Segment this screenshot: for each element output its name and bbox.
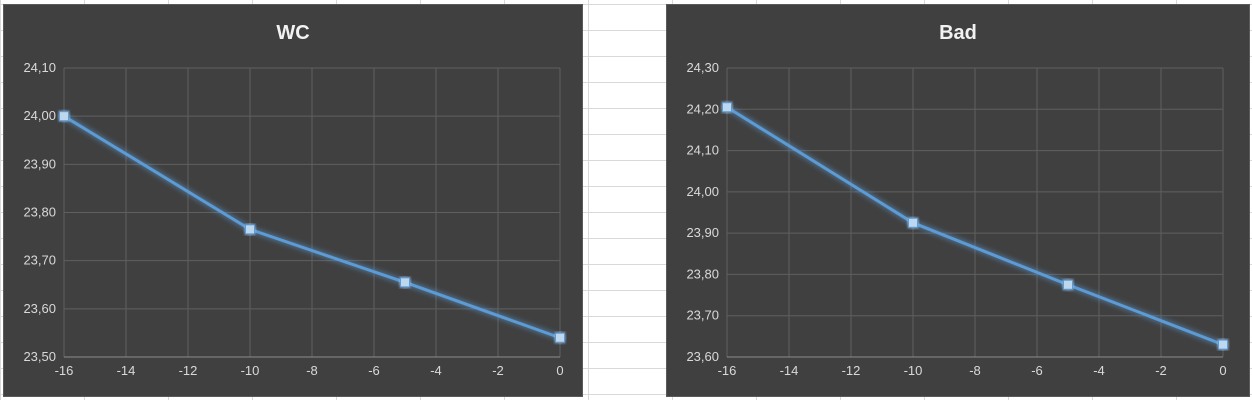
y-tick-label: 23,80 — [686, 266, 719, 281]
data-point-marker — [908, 217, 918, 228]
y-tick-label: 24,10 — [23, 60, 56, 75]
data-point-marker — [1218, 339, 1228, 350]
x-tick-label: -10 — [904, 363, 923, 378]
data-point-marker — [245, 224, 255, 235]
y-tick-label: 24,20 — [686, 101, 719, 116]
data-point-marker — [722, 102, 732, 113]
data-point-marker — [1063, 279, 1073, 290]
plot-area: 23,50 23,60 23,70 23,80 23,90 24,00 24,10 -16 -1… — [23, 60, 565, 378]
y-tick-label: 24,30 — [686, 60, 719, 75]
x-tick-label: -6 — [368, 363, 380, 378]
y-tick-label: 23,50 — [23, 349, 56, 364]
y-tick-label: 24,00 — [23, 108, 56, 123]
y-tick-label: 23,90 — [23, 156, 56, 171]
x-tick-label: -2 — [1155, 363, 1167, 378]
x-tick-label: -12 — [842, 363, 861, 378]
data-point-marker — [555, 332, 565, 343]
x-tick-label: -10 — [241, 363, 260, 378]
data-point-marker — [400, 277, 410, 288]
chart-bad[interactable]: Bad 23,60 23,70 23,80 23,90 24,00 24,10 24,20 2… — [666, 4, 1250, 397]
x-tick-label: -4 — [430, 363, 442, 378]
x-tick-label: -2 — [492, 363, 504, 378]
chart-title: Bad — [939, 22, 977, 44]
x-tick-label: -8 — [969, 363, 981, 378]
y-tick-label: 23,90 — [686, 225, 719, 240]
y-tick-label: 23,60 — [686, 349, 719, 364]
x-tick-label: -4 — [1093, 363, 1105, 378]
y-tick-label: 23,70 — [686, 308, 719, 323]
y-tick-label: 23,70 — [23, 253, 56, 268]
x-tick-label: -12 — [179, 363, 198, 378]
x-tick-label: -14 — [117, 363, 136, 378]
y-tick-label: 24,00 — [686, 184, 719, 199]
x-tick-label: -16 — [55, 363, 74, 378]
x-tick-label: 0 — [556, 363, 563, 378]
chart-wc[interactable]: WC 23,50 23,60 23,70 23,80 23,90 24,00 24,10 -1… — [3, 4, 583, 397]
x-tick-label: -6 — [1031, 363, 1043, 378]
data-point-marker — [59, 111, 69, 122]
y-tick-label: 24,10 — [686, 143, 719, 158]
series-line — [726, 105, 1224, 347]
y-tick-label: 23,80 — [23, 205, 56, 220]
chart-title: WC — [276, 22, 310, 44]
x-tick-label: 0 — [1219, 363, 1226, 378]
series-line — [63, 114, 561, 340]
plot-area: 23,60 23,70 23,80 23,90 24,00 24,10 24,20 24,30… — [686, 60, 1228, 378]
x-tick-label: -8 — [306, 363, 318, 378]
y-tick-label: 23,60 — [23, 301, 56, 316]
x-tick-label: -16 — [718, 363, 737, 378]
x-tick-label: -14 — [780, 363, 799, 378]
